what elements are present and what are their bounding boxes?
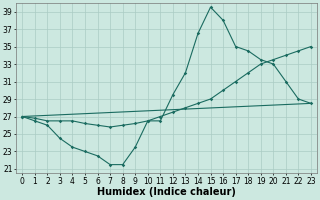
X-axis label: Humidex (Indice chaleur): Humidex (Indice chaleur) [97,187,236,197]
